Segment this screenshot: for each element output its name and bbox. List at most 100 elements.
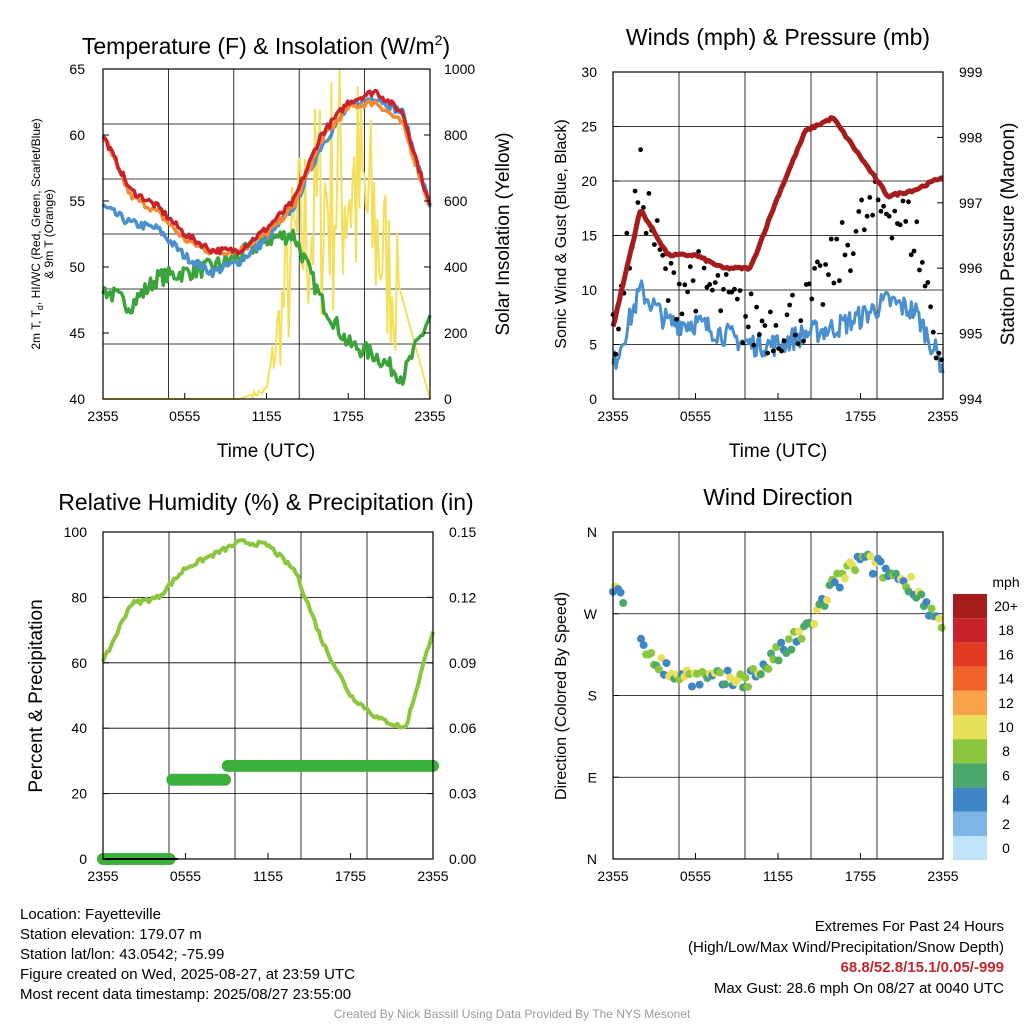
gust-point [839, 220, 845, 225]
gust-point [759, 318, 765, 324]
gust-point [671, 270, 677, 276]
direction-point [741, 673, 750, 682]
gust-point [845, 242, 851, 248]
y-tick-label: 20 [581, 173, 597, 189]
gust-point [856, 209, 862, 214]
direction-point [662, 659, 671, 668]
station-elevation: Station elevation: 179.07 m [20, 926, 202, 943]
t2m-line [101, 88, 432, 256]
gust-point [911, 248, 917, 254]
gust-point [881, 203, 886, 209]
y-tick-label: 0.06 [449, 720, 476, 736]
gust-point [740, 340, 746, 346]
y-tick-label: 0.00 [449, 851, 476, 867]
gust-point [779, 348, 784, 354]
humidity-line [101, 538, 435, 730]
gust-point [690, 278, 696, 284]
temperature-panel: Temperature (F) & Insolation (W/m2) 40 45… [29, 32, 514, 462]
humidity-title: Relative Humidity (%) & Precipitation (i… [58, 489, 473, 515]
gust-point [930, 329, 936, 335]
gust-point [798, 318, 804, 324]
direction-point [851, 566, 860, 575]
gust-point [806, 281, 812, 287]
gust-point [848, 268, 853, 274]
direction-point [810, 620, 819, 628]
temperature-ylabel-line2: & 9m T (Orange) [42, 189, 56, 279]
gust-point [745, 324, 751, 330]
legend-label: 8 [1002, 743, 1010, 759]
legend-label: 6 [1002, 767, 1010, 783]
y-tick-label: 0.15 [449, 524, 476, 540]
gust-point [906, 199, 911, 205]
gust-point [668, 260, 674, 266]
gust-point [674, 316, 679, 322]
gust-point [823, 262, 828, 267]
legend-label: 14 [998, 671, 1014, 687]
direction-point [917, 590, 926, 599]
winds-right-ticks: 994 995 996 997 998 999 [937, 64, 983, 407]
gust-point [878, 208, 884, 214]
y-tick-label: S [588, 688, 597, 704]
gust-point [768, 309, 773, 315]
heat-index-line [101, 96, 432, 279]
gust-point [831, 280, 837, 286]
gust-point [875, 197, 881, 203]
gust-point [687, 264, 693, 270]
gust-point [809, 296, 815, 302]
humidity-grid [103, 532, 433, 859]
y-tick-label: 10 [581, 282, 597, 298]
dewpoint-line [101, 228, 432, 386]
legend-label: 16 [998, 646, 1014, 662]
y-tick-label: N [587, 851, 597, 867]
gust-point [914, 219, 920, 225]
temperature-title: Temperature (F) & Insolation (W/m2) [82, 32, 450, 59]
direction-point [795, 627, 803, 636]
legend-label: 0 [1002, 840, 1010, 856]
extremes-title: Extremes For Past 24 Hours [814, 918, 1004, 935]
gust-point [859, 197, 864, 203]
gust-point [773, 323, 779, 328]
gust-point [616, 326, 621, 332]
station-latlon: Station lat/lon: 43.0542; -75.99 [20, 946, 225, 963]
gust-point [757, 332, 762, 338]
gust-point [837, 278, 842, 284]
gust-point [721, 286, 726, 292]
humidity-x-ticks: 2355 0555 1155 1755 2355 [87, 853, 449, 884]
direction-point [868, 569, 877, 578]
recent-timestamp: Most recent data timestamp: 2025/08/27 2… [20, 986, 352, 1003]
gust-point [701, 265, 707, 271]
gust-point [743, 314, 748, 319]
humidity-right-ticks: 0.00 0.03 0.06 0.09 0.12 0.15 [427, 524, 476, 867]
temperature-xlabel: Time (UTC) [217, 441, 316, 462]
gust-point [900, 198, 906, 204]
winds-grid [613, 72, 943, 399]
gust-point [928, 304, 933, 310]
gust-point [870, 212, 875, 218]
winds-series [610, 115, 945, 374]
legend-swatch [953, 836, 987, 861]
x-tick-label: 1755 [333, 408, 364, 424]
sonic-wind-line [611, 279, 945, 374]
gust-point [770, 348, 776, 354]
legend-swatch [953, 739, 987, 764]
winds-ylabel: Sonic Wind & Gust (Blue, Black) [553, 119, 570, 348]
direction-point [716, 668, 724, 677]
x-tick-label: 0555 [680, 408, 711, 424]
x-tick-label: 0555 [680, 868, 711, 884]
humidity-plot-frame [102, 531, 434, 860]
direction-point [723, 666, 732, 675]
gust-point [917, 267, 922, 273]
y-tick-label: 80 [71, 589, 87, 605]
y-tick-label: 15 [581, 228, 597, 244]
temperature-x-ticks: 2355 0555 1155 1755 2355 [87, 393, 446, 424]
y-tick-label: 0 [444, 391, 452, 407]
pressure-ylabel: Station Pressure (Maroon) [998, 123, 1019, 346]
direction-point [639, 641, 648, 650]
gust-point [781, 338, 787, 344]
gust-point [812, 266, 817, 271]
gust-point [892, 208, 898, 214]
max-gust: Max Gust: 28.6 mph On 08/27 at 0040 UTC [713, 979, 1004, 997]
legend-swatch [953, 690, 987, 715]
pressure-line [610, 115, 944, 328]
gust-point [903, 219, 909, 224]
